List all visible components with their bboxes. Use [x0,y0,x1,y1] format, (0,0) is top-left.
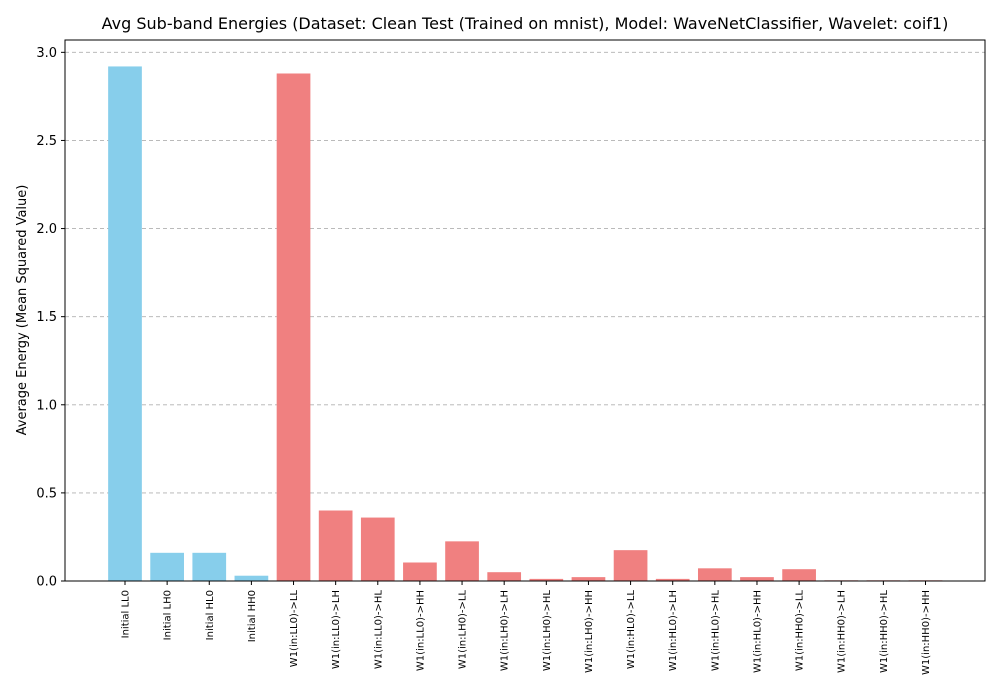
y-tick-label: 1.5 [36,310,57,325]
bar [655,578,690,581]
y-tick-label: 3.0 [36,46,57,61]
y-axis-ticks: 0.0 0.5 1.0 1.5 2.0 2.5 3.0 [36,46,65,590]
bar [234,575,269,581]
bar [150,552,184,581]
x-tick-label: W1(in:LH0)->HL [542,590,553,671]
bar [529,578,564,581]
bars [108,66,943,581]
x-tick-label: Initial HL0 [205,590,216,640]
chart-title: Avg Sub-band Energies (Dataset: Clean Te… [102,14,949,33]
bar [740,577,774,581]
y-tick-label: 1.0 [36,398,57,413]
bar [318,510,353,581]
x-tick-label: W1(in:HH0)->LH [837,590,848,673]
x-tick-label: W1(in:LL0)->HH [415,590,426,671]
x-tick-label: W1(in:HH0)->HL [879,590,890,673]
x-tick-label: W1(in:LH0)->LL [458,590,469,670]
x-tick-label: W1(in:HH0)->HH [921,590,932,675]
bar [782,569,816,581]
bar [571,577,606,581]
x-tick-label: W1(in:HL0)->LL [626,590,637,670]
x-tick-label: W1(in:HL0)->HL [710,590,721,671]
y-tick-label: 2.5 [36,134,57,149]
x-tick-label: W1(in:LH0)->LH [500,590,511,671]
bar [192,552,227,581]
bar [697,568,732,581]
bar [445,541,479,581]
bar [613,550,648,581]
plot-frame [64,39,986,582]
bar [360,517,395,581]
bar [487,572,522,581]
y-tick-label: 2.0 [36,222,57,237]
x-axis-ticks: Initial LL0 Initial LH0 Initial HL0 Initial… [121,581,932,675]
x-tick-label: W1(in:HL0)->LH [668,590,679,671]
x-tick-label: W1(in:LL0)->HL [373,590,384,670]
x-tick-label: W1(in:LH0)->HH [584,590,595,673]
x-tick-label: Initial LH0 [163,590,174,640]
bar [276,73,311,581]
x-tick-label: W1(in:LL0)->LL [289,590,300,668]
grid-lines [65,51,985,582]
x-tick-label: W1(in:LL0)->LH [331,590,342,669]
x-tick-label: Initial LL0 [121,590,132,638]
x-tick-label: W1(in:HL0)->HH [752,590,763,673]
y-axis-label: Average Energy (Mean Squared Value) [15,185,30,436]
bar [108,66,142,581]
y-tick-label: 0.5 [36,486,57,501]
x-tick-label: W1(in:HH0)->LL [795,590,806,671]
bar [403,562,437,581]
y-tick-label: 0.0 [36,575,57,590]
x-tick-label: Initial HH0 [247,590,258,642]
